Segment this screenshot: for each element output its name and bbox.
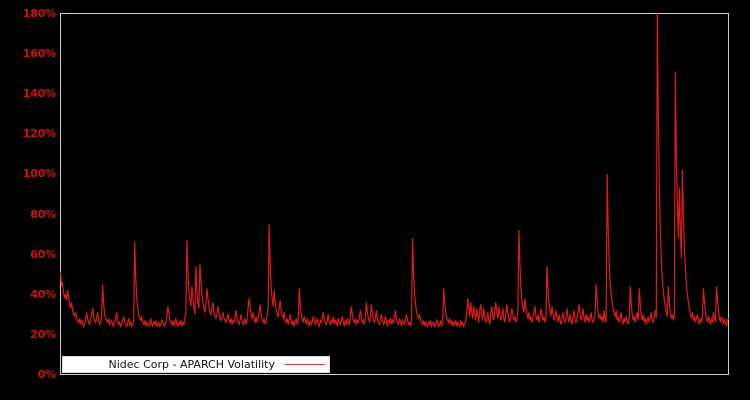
legend-label: Nidec Corp - APARCH Volatility — [108, 358, 275, 371]
y-axis-tick-label: 80% — [30, 207, 56, 221]
y-axis-tick-label: 140% — [22, 87, 56, 101]
y-axis-tick-label: 100% — [22, 167, 56, 181]
y-axis-tick-label: 40% — [30, 287, 56, 301]
y-axis-tick-label: 180% — [22, 7, 56, 20]
y-axis-tick-label: 160% — [22, 47, 56, 61]
y-axis-tick-label: 60% — [30, 247, 56, 261]
y-axis-tick-labels: 0% 20% 40% 60% 80% 100% 120% 140% 160% 180% — [0, 0, 56, 400]
chart-legend: Nidec Corp - APARCH Volatility — [62, 356, 330, 373]
y-axis-tick-label: 0% — [37, 368, 56, 381]
volatility-line-series — [59, 13, 730, 329]
y-axis-tick-label: 120% — [22, 127, 56, 141]
y-axis-tick-label: 20% — [30, 327, 56, 341]
legend-line-sample-icon — [285, 364, 325, 365]
